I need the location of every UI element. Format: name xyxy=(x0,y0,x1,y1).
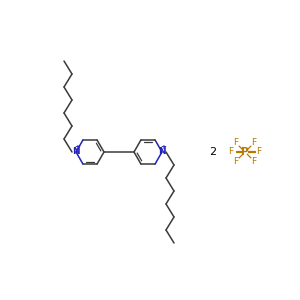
Text: F: F xyxy=(256,148,262,157)
Text: F: F xyxy=(228,148,234,157)
Text: 2: 2 xyxy=(209,147,217,157)
Text: +: + xyxy=(160,144,166,150)
Text: F: F xyxy=(233,157,238,166)
Text: F: F xyxy=(251,157,257,166)
Text: +: + xyxy=(74,144,80,150)
Text: P: P xyxy=(241,147,249,157)
Text: F: F xyxy=(251,138,257,147)
Text: N: N xyxy=(158,148,166,157)
Text: N: N xyxy=(72,148,80,157)
Text: F: F xyxy=(233,138,238,147)
